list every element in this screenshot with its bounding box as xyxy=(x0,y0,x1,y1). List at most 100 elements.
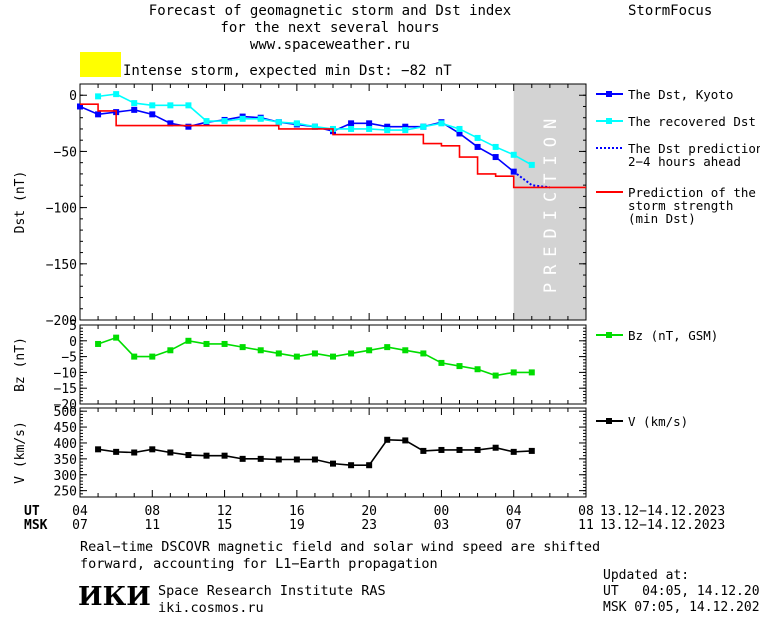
legend-entry: The Dst, Kyoto xyxy=(628,87,733,102)
ut-tick-label: 04 xyxy=(72,504,88,519)
data-point xyxy=(348,125,355,132)
data-point xyxy=(239,344,246,351)
footer-note-line-1: Real−time DSCOVR magnetic field and sola… xyxy=(80,539,601,555)
data-point xyxy=(348,350,355,357)
data-point xyxy=(149,111,156,118)
data-point xyxy=(167,449,174,456)
panel-frame xyxy=(79,83,587,321)
data-point xyxy=(167,102,174,109)
data-point xyxy=(420,350,427,357)
data-point xyxy=(149,353,156,360)
data-point xyxy=(474,446,481,453)
data-point xyxy=(257,347,264,354)
data-point xyxy=(293,353,300,360)
dst-panel: PREDICTION 0 −50 −100 −150 −200 Dst (nT) xyxy=(13,83,587,329)
legend-marker xyxy=(606,418,612,424)
legend-entry: 2−4 hours ahead xyxy=(628,154,741,169)
data-point xyxy=(528,161,535,168)
msk-tick-label: 11 xyxy=(578,518,594,533)
y-tick-label: 300 xyxy=(54,469,77,484)
y-tick-label: 5 xyxy=(69,319,77,334)
y-tick-label: 450 xyxy=(54,421,77,436)
legend-marker xyxy=(606,332,612,338)
data-point xyxy=(474,143,481,150)
data-point xyxy=(420,123,427,130)
title-line-2: for the next several hours xyxy=(220,20,440,36)
ut-tick-label: 12 xyxy=(217,504,233,519)
data-point xyxy=(113,448,120,455)
data-point xyxy=(366,120,373,127)
data-point xyxy=(348,462,355,469)
data-point xyxy=(474,134,481,141)
data-point xyxy=(185,102,192,109)
ut-tick-label: 08 xyxy=(144,504,160,519)
data-point xyxy=(384,123,391,130)
y-tick-label: −150 xyxy=(46,258,77,273)
data-point xyxy=(528,369,535,376)
msk-date-range: 13.12−14.12.2023 xyxy=(600,518,725,533)
y-tick-label: −10 xyxy=(54,366,77,381)
legend-entry: The Dst prediction xyxy=(628,141,760,156)
storm-status-text: Intense storm, expected min Dst: −82 nT xyxy=(123,63,452,79)
msk-tick-label: 15 xyxy=(217,518,233,533)
data-point xyxy=(131,106,138,113)
msk-tick-label: 19 xyxy=(289,518,305,533)
data-point xyxy=(113,334,120,341)
y-tick-label: −5 xyxy=(61,351,77,366)
msk-tick-label: 07 xyxy=(72,518,88,533)
panel-frame xyxy=(79,324,587,405)
y-tick-label: 0 xyxy=(69,89,77,104)
data-point xyxy=(456,363,463,370)
data-point xyxy=(131,353,138,360)
data-point xyxy=(384,436,391,443)
data-point xyxy=(438,446,445,453)
msk-tick-label: 11 xyxy=(144,518,160,533)
data-point xyxy=(95,340,102,347)
y-tick-label: −100 xyxy=(46,202,77,217)
y-tick-label: −20 xyxy=(54,398,77,413)
data-point xyxy=(131,100,138,107)
ut-tick-label: 16 xyxy=(289,504,305,519)
iki-logo: ИКИ xyxy=(78,582,151,612)
ut-date-range: 13.12−14.12.2023 xyxy=(600,504,725,519)
data-point xyxy=(492,372,499,379)
msk-tick-label: 03 xyxy=(434,518,450,533)
data-point xyxy=(275,456,282,463)
data-point xyxy=(149,446,156,453)
series-line xyxy=(80,103,586,189)
data-point xyxy=(510,151,517,158)
data-point xyxy=(185,337,192,344)
data-point xyxy=(330,353,336,360)
data-point xyxy=(293,456,300,463)
y-tick-label: 400 xyxy=(54,437,77,452)
data-point xyxy=(311,350,318,357)
data-point xyxy=(330,460,336,467)
prediction-label: PREDICTION xyxy=(541,111,561,293)
data-point xyxy=(221,452,228,459)
data-point xyxy=(113,91,120,98)
data-point xyxy=(185,452,192,459)
data-point xyxy=(528,447,535,454)
data-point xyxy=(348,120,355,127)
data-point xyxy=(149,102,156,109)
data-point xyxy=(384,127,391,134)
data-point xyxy=(239,455,246,462)
y-tick-label: 250 xyxy=(54,485,77,500)
data-point xyxy=(221,118,228,125)
institute-site[interactable]: iki.cosmos.ru xyxy=(158,600,264,616)
legend-entry: Bz (nT, GSM) xyxy=(628,328,718,343)
data-point xyxy=(275,350,282,357)
data-point xyxy=(420,447,427,454)
data-point xyxy=(366,462,373,469)
chart-title: Forecast of geomagnetic storm and Dst in… xyxy=(100,3,560,54)
title-line-3: www.spaceweather.ru xyxy=(249,37,411,53)
msk-axis-label: MSK xyxy=(24,518,48,533)
y-axis-label: Bz (nT) xyxy=(13,337,28,392)
data-point xyxy=(275,119,282,126)
title-line-1: Forecast of geomagnetic storm and Dst in… xyxy=(148,3,512,19)
ut-axis-label: UT xyxy=(24,504,40,519)
legend-marker xyxy=(606,91,612,97)
data-point xyxy=(456,125,463,132)
